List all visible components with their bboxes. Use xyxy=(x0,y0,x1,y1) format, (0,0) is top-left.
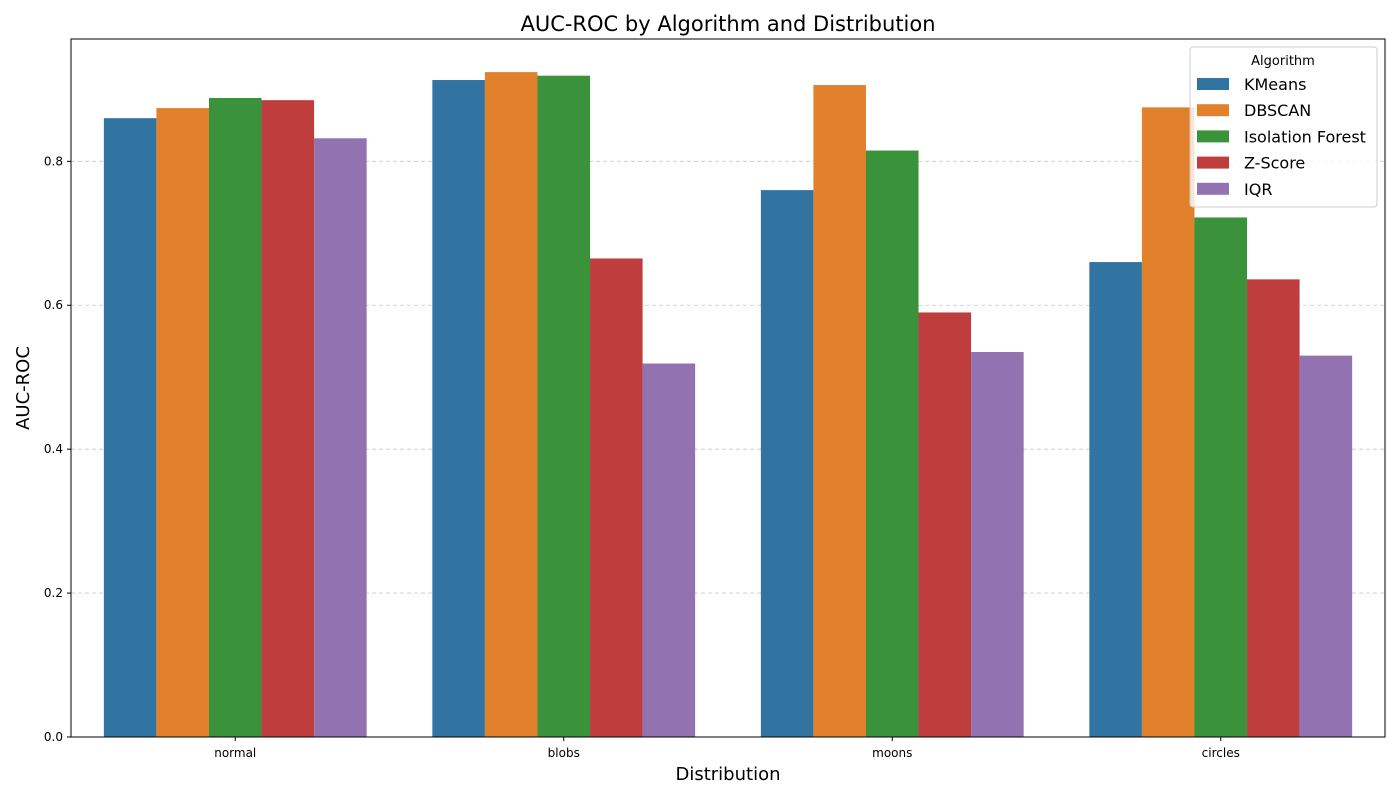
x-axis-label: Distribution xyxy=(675,764,780,785)
legend-swatch xyxy=(1197,130,1229,143)
bar-z-score-blobs xyxy=(590,258,643,737)
legend-swatch xyxy=(1197,156,1229,169)
bar-z-score-circles xyxy=(1247,279,1300,737)
legend: Algorithm KMeans DBSCAN Isolation Forest Z-… xyxy=(1189,46,1378,208)
legend-label: IQR xyxy=(1244,180,1272,199)
x-axis-ticks: normal blobs moons circles xyxy=(214,737,1240,760)
y-tick-label: 0.8 xyxy=(44,154,63,168)
y-tick-label: 0.4 xyxy=(44,442,63,456)
bar-kmeans-moons xyxy=(760,190,814,737)
bar-z-score-normal xyxy=(261,100,315,738)
legend-label: DBSCAN xyxy=(1244,101,1311,120)
chart-title: AUC-ROC by Algorithm and Distribution xyxy=(520,12,935,36)
bar-isolation-forest-normal xyxy=(208,98,262,738)
bar-kmeans-circles xyxy=(1089,262,1142,737)
bar-kmeans-normal xyxy=(103,118,157,737)
bar-iqr-blobs xyxy=(642,363,696,737)
bar-iqr-normal xyxy=(314,138,367,737)
legend-box xyxy=(1189,46,1378,208)
bars xyxy=(103,72,1353,738)
x-tick-label: circles xyxy=(1202,746,1240,760)
bar-dbscan-normal xyxy=(156,108,209,737)
bar-iqr-circles xyxy=(1299,355,1353,737)
x-tick-label: blobs xyxy=(548,746,580,760)
bar-isolation-forest-moons xyxy=(865,150,919,738)
legend-title: Algorithm xyxy=(1251,54,1315,69)
legend-swatch xyxy=(1197,182,1229,195)
bar-dbscan-blobs xyxy=(484,72,538,738)
bar-dbscan-circles xyxy=(1141,107,1195,737)
y-tick-label: 0.2 xyxy=(44,586,63,600)
legend-label: KMeans xyxy=(1244,75,1306,94)
y-axis-ticks: 0.0 0.2 0.4 0.6 0.8 xyxy=(44,154,71,744)
plot-frame xyxy=(70,38,1386,738)
bar-isolation-forest-blobs xyxy=(537,75,591,737)
bar-kmeans-blobs xyxy=(432,80,485,738)
y-tick-label: 0.0 xyxy=(44,730,63,744)
bar-z-score-moons xyxy=(918,312,972,737)
y-axis-label: AUC-ROC xyxy=(13,346,34,430)
bar-dbscan-moons xyxy=(813,85,866,738)
legend-swatch xyxy=(1197,78,1229,90)
legend-label: Z-Score xyxy=(1244,154,1305,173)
legend-label: Isolation Forest xyxy=(1244,127,1366,146)
x-tick-label: moons xyxy=(872,746,912,760)
legend-swatch xyxy=(1197,104,1229,117)
bar-iqr-moons xyxy=(971,352,1024,737)
y-tick-label: 0.6 xyxy=(44,298,63,312)
x-tick-label: normal xyxy=(214,746,256,760)
bar-isolation-forest-circles xyxy=(1194,217,1248,737)
